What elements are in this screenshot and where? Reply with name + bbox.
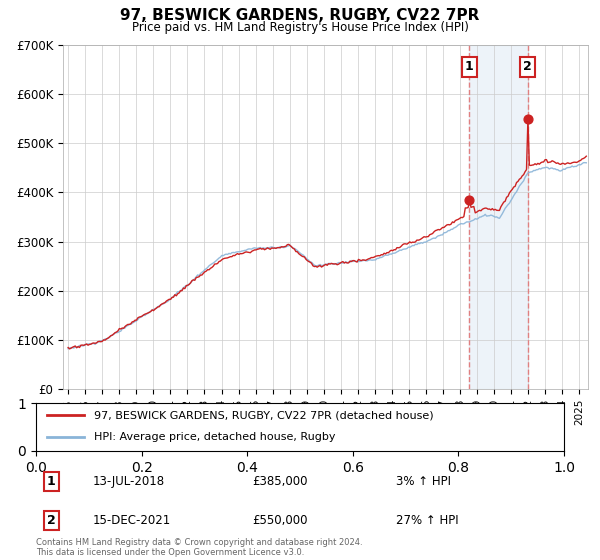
Bar — [469, 45, 527, 389]
Text: 1: 1 — [47, 475, 55, 488]
Text: 1: 1 — [465, 60, 474, 73]
Point — [464, 195, 474, 204]
Text: 13-JUL-2018: 13-JUL-2018 — [93, 475, 165, 488]
Text: Price paid vs. HM Land Registry's House Price Index (HPI): Price paid vs. HM Land Registry's House … — [131, 21, 469, 34]
Text: 2: 2 — [47, 514, 55, 528]
Text: £385,000: £385,000 — [252, 475, 308, 488]
Text: 15-DEC-2021: 15-DEC-2021 — [93, 514, 171, 528]
Text: 97, BESWICK GARDENS, RUGBY, CV22 7PR: 97, BESWICK GARDENS, RUGBY, CV22 7PR — [121, 8, 479, 24]
Text: 27% ↑ HPI: 27% ↑ HPI — [396, 514, 458, 528]
Text: 97, BESWICK GARDENS, RUGBY, CV22 7PR (detached house): 97, BESWICK GARDENS, RUGBY, CV22 7PR (de… — [94, 410, 434, 420]
Text: £550,000: £550,000 — [252, 514, 308, 528]
Text: 3% ↑ HPI: 3% ↑ HPI — [396, 475, 451, 488]
Text: 2: 2 — [523, 60, 532, 73]
Text: Contains HM Land Registry data © Crown copyright and database right 2024.
This d: Contains HM Land Registry data © Crown c… — [36, 538, 362, 557]
Text: HPI: Average price, detached house, Rugby: HPI: Average price, detached house, Rugb… — [94, 432, 335, 442]
Point — [523, 114, 532, 123]
